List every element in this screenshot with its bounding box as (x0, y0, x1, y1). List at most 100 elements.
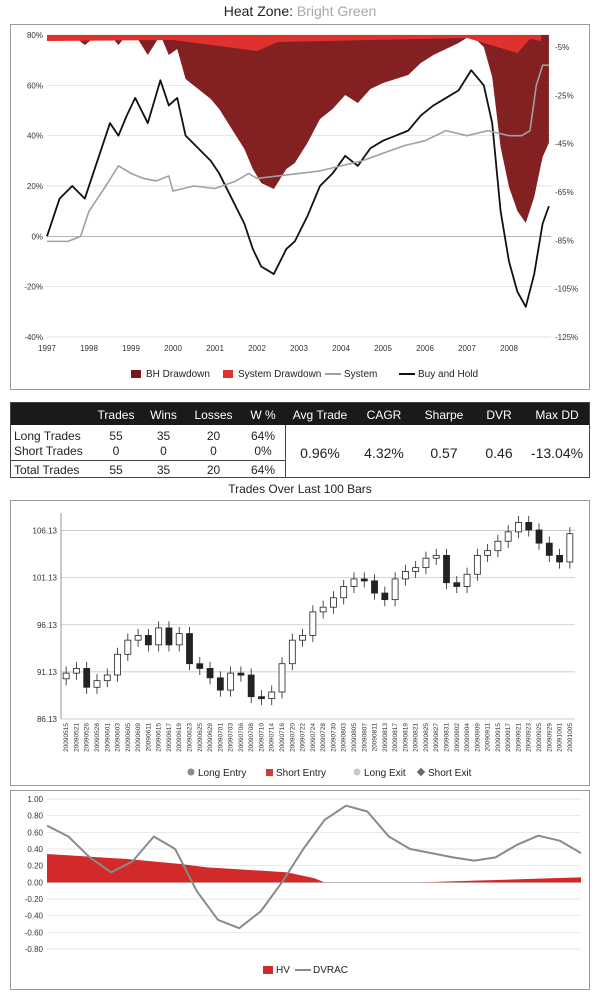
header-sharpe: Sharpe (424, 408, 464, 422)
x-tick-label: 20090805 (351, 723, 358, 752)
candle-body (412, 567, 420, 572)
x-tick-label: 20090827 (433, 723, 440, 752)
x-tick-label: 20090923 (526, 723, 533, 752)
row-label: Short Trades (14, 444, 83, 458)
legend-swatch (131, 370, 141, 378)
cell-trades: 55 (109, 463, 123, 477)
legend-label: Short Exit (428, 768, 472, 779)
cell-losses: 20 (206, 429, 221, 443)
legend-label: HV (276, 965, 290, 976)
x-tick-label: 2007 (458, 344, 476, 353)
cell-wpct: 0% (254, 444, 272, 458)
x-tick-label: 20090929 (546, 723, 553, 752)
candle-body (340, 586, 348, 599)
y-left-tick-label: -40% (24, 333, 43, 342)
legend-marker (187, 768, 195, 776)
candle-body (330, 597, 337, 608)
legend-label: System (344, 369, 377, 380)
dvrac-line (46, 804, 582, 930)
x-tick-label: 2008 (500, 344, 518, 353)
header-wins: Wins (150, 408, 177, 422)
candle-body (93, 680, 101, 688)
candle-body (216, 677, 224, 691)
candle-body (494, 540, 502, 552)
candle-body (144, 635, 152, 646)
y-left-tick-label: 60% (27, 81, 43, 90)
bh-drawdown-area (47, 35, 549, 223)
x-tick-label: 20090515 (63, 723, 70, 752)
system-drawdown-area (47, 35, 541, 53)
candle-body (545, 542, 553, 556)
legend-label: DVRAC (313, 965, 348, 976)
cell-wins: 35 (156, 463, 171, 477)
legend-swatch (263, 966, 273, 974)
candle-body (196, 663, 204, 669)
x-tick-label: 20090831 (444, 723, 451, 752)
stats-vertical-divider (285, 425, 286, 478)
cell-wins: 35 (156, 429, 171, 443)
row-label: Total Trades (14, 463, 80, 477)
y-tick-label: -0.80 (25, 945, 44, 954)
candle-body (175, 633, 183, 646)
candle-body (155, 627, 163, 646)
legend-label: Short Entry (276, 768, 326, 779)
x-tick-label: 20090603 (115, 723, 122, 752)
x-tick-label: 20091001 (557, 723, 564, 752)
candle-body (83, 668, 91, 688)
x-tick-label: 20090716 (279, 723, 286, 752)
candle-body (504, 531, 512, 542)
system-line (47, 64, 549, 243)
x-tick-label: 20090619 (176, 723, 183, 752)
x-tick-label: 20090521 (73, 723, 80, 752)
candle-body (237, 672, 245, 676)
y-tick-label: -0.60 (25, 928, 44, 937)
x-tick-label: 20091005 (567, 723, 574, 752)
y-right-tick-label: -25% (555, 91, 574, 100)
stats-divider (11, 460, 285, 461)
candle-body (114, 653, 121, 676)
x-tick-label: 2006 (416, 344, 434, 353)
candle-body (422, 557, 430, 569)
x-tick-label: 20090722 (300, 723, 307, 752)
y-tick-label: 101.13 (33, 574, 58, 583)
y-left-tick-label: -20% (24, 283, 43, 292)
legend-label: Long Exit (364, 768, 406, 779)
y-right-tick-label: -65% (555, 188, 574, 197)
equity-drawdown-chart: 80% 60% 40% 20% 0% -20% -40% -5% -25% -45% -65% -85… (10, 24, 590, 390)
candle-body (258, 696, 265, 700)
candle-body (73, 668, 80, 674)
y-right-tick-label: -105% (555, 285, 578, 294)
row-label: Long Trades (14, 429, 81, 443)
trades-chart: 106.13 101.13 96.13 91.13 86.13 20090515 20090… (10, 500, 590, 786)
cell-wpct: 64% (250, 429, 276, 443)
x-tick-label: 20090811 (372, 723, 379, 752)
candle-body (453, 582, 461, 587)
x-tick-label: 20090803 (341, 723, 348, 752)
x-tick-label: 20090526 (84, 723, 91, 752)
legend-marker (416, 767, 426, 777)
chart-title: Heat Zone: Bright Green (0, 3, 600, 19)
hv-dvrac-chart-svg: 1.00 0.80 0.60 0.40 0.20 0.00 -0.20 -0.40 -0.60 -… (25, 795, 582, 976)
x-tick-label: 2005 (374, 344, 392, 353)
candle-body (268, 691, 276, 699)
x-tick-label: 20090825 (423, 723, 430, 752)
candle-body (515, 522, 522, 533)
y-left-tick-label: 40% (27, 132, 43, 141)
y-tick-label: 0.40 (27, 845, 43, 854)
y-tick-label: 0.20 (27, 862, 43, 871)
x-tick-label: 1998 (80, 344, 98, 353)
legend-label: Long Entry (198, 768, 246, 779)
y-right-tick-label: -5% (555, 43, 569, 52)
x-tick-label: 2001 (206, 344, 224, 353)
candle-body (360, 578, 368, 582)
header-dvr: DVR (486, 408, 512, 422)
y-tick-label: 0.60 (27, 828, 43, 837)
x-tick-label: 20090623 (187, 723, 194, 752)
summary-dvr: 0.46 (485, 445, 513, 461)
candle-body (556, 554, 563, 563)
x-tick-label: 20090921 (515, 723, 522, 752)
y-tick-label: 1.00 (27, 795, 43, 804)
candle-body (432, 554, 440, 559)
candle-body (350, 578, 358, 587)
